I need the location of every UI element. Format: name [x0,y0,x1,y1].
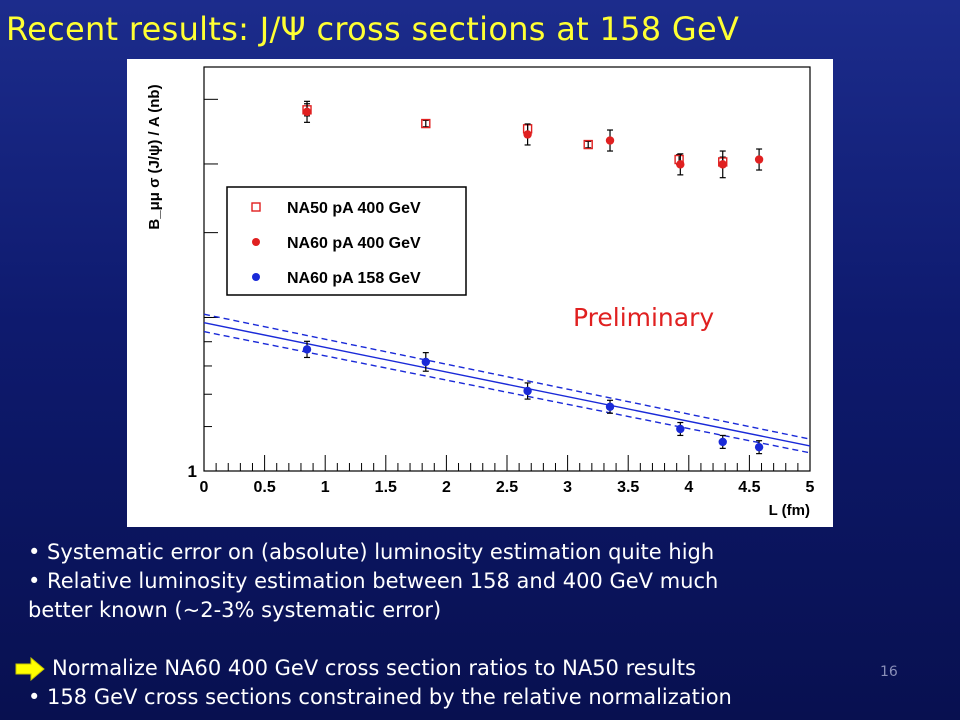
legend-box [226,186,467,296]
data-point-circle [302,345,312,354]
bullet-relative-luminosity: • Relative luminosity estimation between… [28,569,719,593]
fit-lines [203,313,811,454]
x-tick-label: 5 [806,479,815,496]
legend-label: NA60 pA 158 GeV [287,270,421,287]
x-tick-marks [203,455,811,471]
page-number: 16 [880,664,898,680]
x-axis-label: L (fm) [769,502,810,519]
arrow-normalize-row: Normalize NA60 400 GeV cross section rat… [15,654,948,683]
y-axis-label: B_μμ σ (J/ψ) / A (nb) [146,84,163,229]
slide-title: Recent results: J/Ψ cross sections at 15… [6,10,740,48]
x-tick-label: 3 [563,479,572,496]
data-point-circle [421,357,430,367]
preliminary-annotation: Preliminary [573,303,714,332]
x-tick-label: 1.5 [375,479,397,496]
x-tick-label: 0 [200,479,209,496]
data-point-circle [676,424,685,434]
x-tick-label: 2 [442,479,451,496]
data-point-square [583,139,593,150]
legend-entries: NA50 pA 400 GeV NA60 pA 400 GeV NA60 pA 15… [251,200,421,287]
legend-marker-circle [252,238,260,246]
chart-panel: 1 0 0.5 1 1.5 2 2.5 3 3.5 4 4.5 5 L (fm) B_μμ σ (J… [127,59,833,527]
data-point-circle [605,136,615,145]
x-tick-label: 4.5 [738,479,760,496]
data-point-square [421,118,431,129]
bullet-systematic-error: • Systematic error on (absolute) luminos… [28,540,715,564]
x-tick-label: 0.5 [253,479,275,496]
bullet-relative-luminosity-cont: better known (~2-3% systematic error) [28,598,442,622]
x-tick-label: 2.5 [496,479,518,496]
legend-marker-square [251,202,261,212]
x-tick-label: 1 [321,479,330,496]
legend-marker-circle [252,273,260,281]
data-point-circle [754,442,764,452]
data-point-circle [676,160,685,169]
data-point-circle [523,130,532,139]
bullet-normalize: Normalize NA60 400 GeV cross section rat… [52,656,696,680]
bullet-list: • Systematic error on (absolute) luminos… [15,538,948,712]
legend-label: NA50 pA 400 GeV [287,200,421,217]
data-point-circle [754,155,764,164]
data-point-circle [718,160,727,169]
data-point-circle [302,107,312,117]
legend-label: NA60 pA 400 GeV [287,235,421,252]
data-point-circle [605,402,615,411]
data-point-circle [523,386,532,396]
chart-svg: 1 0 0.5 1 1.5 2 2.5 3 3.5 4 4.5 5 L (fm) B_μμ σ (J… [146,66,815,519]
fit-lower-band [203,330,811,454]
y-tick-marks [204,98,218,428]
data-point-circle [718,437,727,447]
y-tick-label-1: 1 [188,462,197,481]
fit-central-line [203,322,811,447]
x-tick-label: 4 [684,479,693,496]
fit-upper-band [203,313,811,440]
x-tick-label: 3.5 [617,479,639,496]
series-marks [302,100,764,455]
x-tick-labels: 0 0.5 1 1.5 2 2.5 3 3.5 4 4.5 5 [200,479,815,496]
right-arrow-icon [15,657,45,681]
bullet-constrained: • 158 GeV cross sections constrained by … [28,685,732,709]
